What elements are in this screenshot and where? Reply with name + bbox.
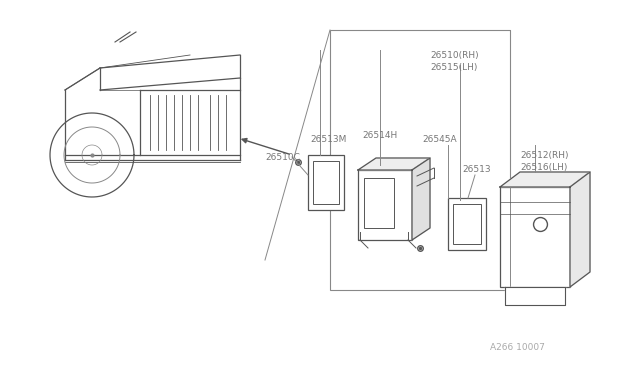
Polygon shape [500, 172, 590, 187]
Text: 26512(RH): 26512(RH) [520, 151, 568, 160]
Polygon shape [412, 158, 430, 240]
Bar [308, 155, 344, 210]
Bar [448, 198, 486, 250]
Text: A266 10007: A266 10007 [490, 343, 545, 352]
Text: 26514H: 26514H [362, 131, 397, 140]
Bar [358, 170, 412, 240]
Text: 26545A: 26545A [422, 135, 456, 144]
Polygon shape [570, 172, 590, 287]
Bar [500, 187, 570, 287]
Text: 26510C: 26510C [265, 153, 300, 162]
Bar [313, 161, 339, 204]
Bar [364, 178, 394, 228]
Text: 26510(RH): 26510(RH) [430, 51, 479, 60]
Polygon shape [358, 158, 430, 170]
Text: 26515(LH): 26515(LH) [430, 63, 477, 72]
Polygon shape [505, 287, 565, 305]
Text: 26513: 26513 [462, 165, 491, 174]
Text: 26513M: 26513M [310, 135, 346, 144]
Text: 26516(LH): 26516(LH) [520, 163, 568, 172]
Bar [453, 204, 481, 244]
